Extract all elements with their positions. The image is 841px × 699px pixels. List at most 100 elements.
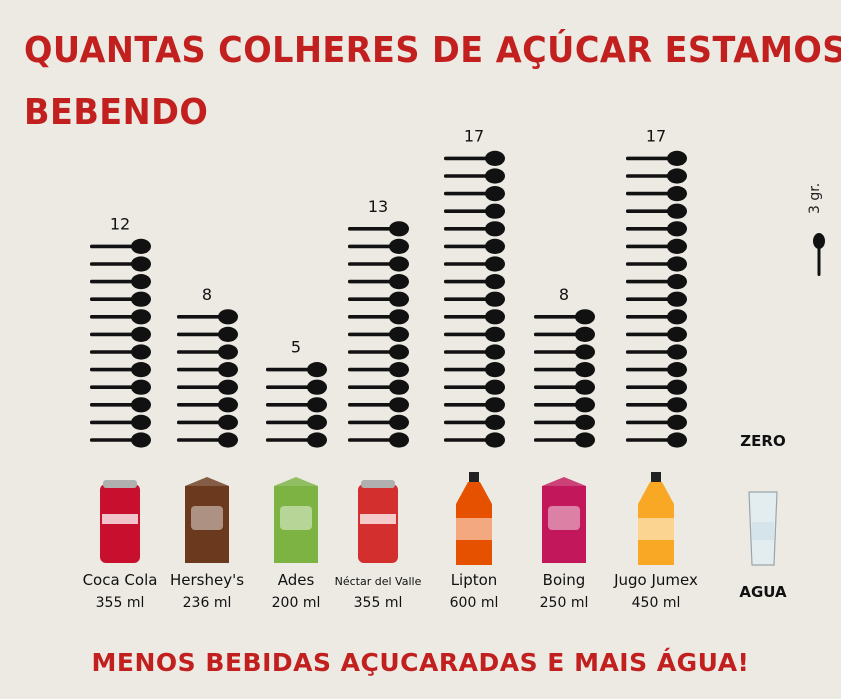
spoon-icon — [348, 397, 409, 413]
juice-can-icon — [358, 480, 398, 563]
category-label: Ades — [278, 571, 315, 589]
spoon-icon — [90, 344, 151, 360]
spoon-icon — [626, 344, 687, 360]
volume-label: 450 ml — [632, 595, 681, 611]
category-label: AGUA — [739, 583, 787, 601]
volume-label: 600 ml — [450, 595, 499, 611]
spoon-icon — [177, 379, 238, 395]
spoon-icon — [444, 432, 505, 448]
spoon-icon — [266, 362, 327, 378]
spoon-icon — [534, 432, 595, 448]
volume-label: 355 ml — [96, 595, 145, 611]
category-label: Jugo Jumex — [613, 571, 698, 589]
spoon-icon — [444, 256, 505, 272]
spoon-icon — [444, 203, 505, 219]
spoon-icon — [266, 379, 327, 395]
iced-tea-bottle-icon — [456, 472, 492, 565]
spoon-icon — [90, 362, 151, 378]
data-label: 17 — [464, 126, 484, 145]
spoon-icon — [90, 326, 151, 342]
spoon-icon — [348, 274, 409, 290]
data-label: 8 — [202, 285, 212, 304]
spoon-icon — [444, 309, 505, 325]
spoon-icon — [626, 186, 687, 202]
spoon-icon — [444, 168, 505, 184]
spoon-icon — [177, 397, 238, 413]
spoon-icon — [444, 291, 505, 307]
category-label: Boing — [543, 571, 586, 589]
bar-5 — [444, 150, 505, 448]
spoon-icon — [90, 238, 151, 254]
spoon-icon — [177, 344, 238, 360]
spoon-icon — [444, 186, 505, 202]
spoon-icon — [534, 397, 595, 413]
scale-label: 3 gr. — [807, 182, 823, 214]
spoon-icon — [348, 432, 409, 448]
spoon-icon — [626, 309, 687, 325]
zero-label: ZERO — [740, 432, 785, 450]
spoon-icon — [626, 291, 687, 307]
spoon-icon — [626, 221, 687, 237]
spoon-icon — [626, 362, 687, 378]
spoon-icon — [444, 379, 505, 395]
soda-can-icon — [100, 480, 140, 563]
spoon-icon — [90, 309, 151, 325]
spoon-icon — [534, 326, 595, 342]
spoon-icon — [348, 362, 409, 378]
data-label: 12 — [110, 214, 130, 233]
spoon-icon — [444, 326, 505, 342]
spoon-icon — [348, 256, 409, 272]
spoon-icon — [534, 344, 595, 360]
spoon-icon — [534, 414, 595, 430]
spoon-icon — [626, 203, 687, 219]
category-label: Coca Cola — [83, 571, 158, 589]
title-line-1: QUANTAS COLHERES DE AÇÚCAR ESTAMOS — [24, 30, 841, 71]
spoon-icon — [444, 397, 505, 413]
spoon-icon — [534, 379, 595, 395]
spoon-icon — [348, 344, 409, 360]
bar-4 — [348, 221, 409, 448]
spoon-icon — [348, 326, 409, 342]
spoon-icon — [626, 256, 687, 272]
spoon-icon — [444, 274, 505, 290]
spoon-icon — [444, 344, 505, 360]
juice-box-icon — [542, 477, 586, 563]
spoon-icon — [444, 221, 505, 237]
bar-6 — [534, 309, 595, 448]
footer-message: MENOS BEBIDAS AÇUCARADAS E MAIS ÁGUA! — [91, 648, 750, 677]
spoon-icon — [626, 432, 687, 448]
data-label: 8 — [559, 285, 569, 304]
spoon-icon — [266, 414, 327, 430]
data-label: 5 — [291, 338, 301, 357]
volume-label: 355 ml — [354, 595, 403, 611]
bar-2 — [177, 309, 238, 448]
spoon-icon — [90, 414, 151, 430]
spoon-icon — [348, 379, 409, 395]
juice-bottle-icon — [638, 472, 674, 565]
spoon-icon — [348, 414, 409, 430]
spoon-icon — [626, 150, 687, 166]
spoon-scale-icon — [813, 233, 825, 276]
spoon-icon — [266, 397, 327, 413]
title-line-2: BEBENDO — [24, 92, 209, 133]
spoon-icon — [348, 221, 409, 237]
spoon-icon — [177, 432, 238, 448]
chocolate-milk-carton-icon — [185, 477, 229, 563]
spoon-icon — [177, 309, 238, 325]
spoon-icon — [348, 309, 409, 325]
spoon-icon — [177, 362, 238, 378]
volume-label: 250 ml — [540, 595, 589, 611]
spoon-icon — [177, 414, 238, 430]
spoon-icon — [348, 291, 409, 307]
bar-1 — [90, 238, 151, 448]
bar-7 — [626, 150, 687, 448]
spoon-icon — [444, 238, 505, 254]
spoon-icon — [626, 168, 687, 184]
spoon-icon — [90, 291, 151, 307]
spoon-icon — [626, 238, 687, 254]
spoon-icon — [177, 326, 238, 342]
spoon-icon — [626, 326, 687, 342]
data-label: 17 — [646, 126, 666, 145]
spoon-icon — [626, 397, 687, 413]
